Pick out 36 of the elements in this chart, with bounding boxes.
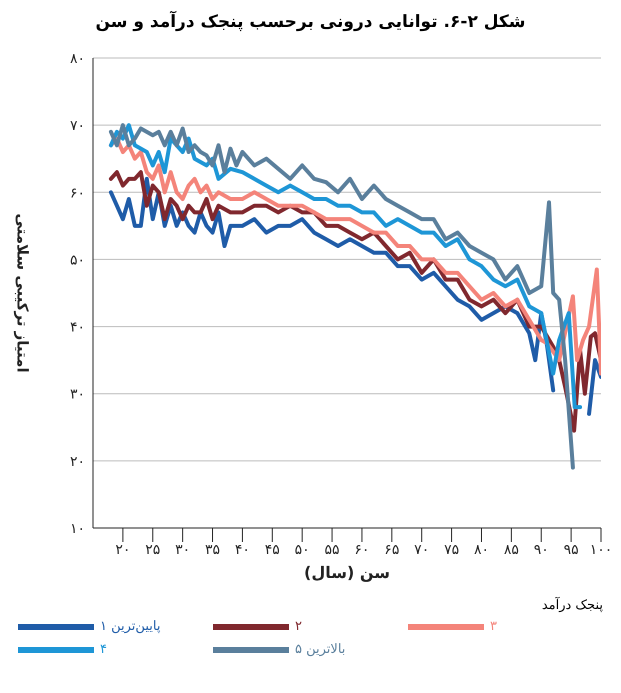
x-tick-label: ۳۰ bbox=[175, 542, 190, 558]
text: پایین‌ترین ۱ bbox=[100, 619, 160, 634]
y-tick-label: ۳۰ bbox=[70, 386, 85, 403]
x-tick-label: ۱۰۰ bbox=[590, 542, 612, 558]
y-tick-label: ۷۰ bbox=[70, 118, 85, 134]
x-tick-label: ۶۰ bbox=[354, 542, 370, 558]
y-tick-label: ۶۰ bbox=[70, 185, 85, 202]
x-tick-label: ۵۰ bbox=[294, 542, 310, 558]
x-tick-label: ۲۰ bbox=[115, 542, 130, 558]
y-axis-title: امتیاز ترکیبی سلامتی bbox=[14, 213, 32, 373]
legend-title: پنجک درآمد bbox=[542, 598, 603, 613]
x-tick-label: ۹۰ bbox=[534, 542, 549, 558]
x-tick-label: ۳۵ bbox=[205, 542, 220, 558]
x-tick-label: ۷۰ bbox=[414, 542, 430, 558]
y-tick-label: ۲۰ bbox=[70, 454, 85, 470]
x-tick-label: ۹۵ bbox=[564, 542, 579, 558]
line-series bbox=[108, 123, 575, 470]
y-tick-label: ۵۰ bbox=[70, 252, 85, 268]
x-axis-title: سن (سال) bbox=[304, 563, 390, 582]
chart-title: شکل ۲-۶. توانایی درونی برحسب پنجک درآمد و سن bbox=[94, 12, 527, 32]
x-tick-label: ۴۵ bbox=[264, 542, 280, 558]
y-tick-label: ۱۰ bbox=[70, 520, 85, 537]
x-tick-label: ۴۰ bbox=[234, 542, 250, 558]
text: ۲ bbox=[295, 619, 302, 634]
y-tick-label: ۸۰ bbox=[70, 50, 85, 67]
text: ۳ bbox=[490, 619, 497, 634]
text: ۴ bbox=[100, 642, 107, 657]
x-tick-label: ۶۵ bbox=[384, 542, 400, 558]
x-tick-label: ۸۰ bbox=[474, 542, 489, 558]
x-tick-label: ۵۵ bbox=[324, 542, 340, 558]
x-tick-label: ۲۵ bbox=[145, 542, 160, 558]
x-tick-label: ۸۵ bbox=[504, 542, 519, 558]
text: بالاترین ۵ bbox=[295, 642, 346, 657]
line-series bbox=[108, 123, 582, 410]
x-tick-label: ۷۵ bbox=[444, 542, 460, 558]
y-tick-label: ۴۰ bbox=[70, 320, 85, 336]
